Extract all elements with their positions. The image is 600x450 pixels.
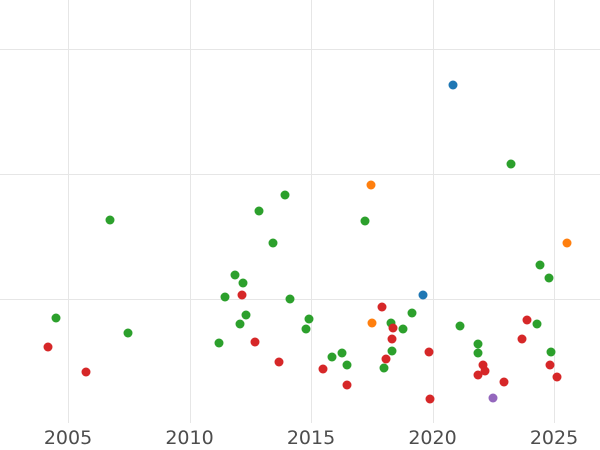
data-point-green <box>268 238 278 248</box>
data-point-green <box>51 313 61 323</box>
x-tick-label: 2025 <box>529 427 579 449</box>
data-point-green <box>546 347 556 357</box>
x-tick-label: 2010 <box>165 427 214 449</box>
data-point-red <box>517 334 527 344</box>
v-gridline <box>68 0 69 423</box>
data-point-green <box>407 308 417 318</box>
data-point-green <box>235 319 245 329</box>
data-point-green <box>337 348 347 358</box>
data-point-green <box>285 294 295 304</box>
data-point-red <box>424 347 434 357</box>
data-point-green <box>473 339 483 349</box>
data-point-red <box>425 394 435 404</box>
data-point-green <box>254 206 264 216</box>
h-gridline <box>0 174 600 175</box>
data-point-green <box>230 270 240 280</box>
data-point-red <box>381 354 391 364</box>
data-point-purple <box>488 393 498 403</box>
x-tick-label: 2020 <box>408 427 457 449</box>
v-gridline <box>189 0 191 423</box>
data-point-green <box>386 318 396 328</box>
data-point-green <box>387 346 397 356</box>
data-point-red <box>473 370 483 380</box>
data-point-green <box>544 273 554 283</box>
data-point-blue <box>448 80 458 90</box>
data-point-green <box>301 324 311 334</box>
data-point-red <box>250 337 260 347</box>
data-point-red <box>274 357 284 367</box>
data-point-green <box>473 348 483 358</box>
data-point-red <box>522 315 532 325</box>
data-point-red <box>499 377 509 387</box>
data-point-green <box>280 190 290 200</box>
data-point-green <box>123 328 133 338</box>
data-point-green <box>360 216 370 226</box>
h-gridline <box>0 49 600 50</box>
data-point-green <box>379 363 389 373</box>
data-point-orange <box>562 238 572 248</box>
data-point-red <box>377 302 387 312</box>
h-gridline <box>0 299 600 300</box>
data-point-green <box>214 338 224 348</box>
data-point-green <box>238 278 248 288</box>
data-point-green <box>532 319 542 329</box>
data-point-green <box>398 324 408 334</box>
v-gridline <box>311 0 312 423</box>
v-gridline <box>432 0 434 423</box>
x-tick-label: 2005 <box>43 427 93 449</box>
data-point-green <box>105 215 115 225</box>
plot-area <box>0 0 600 423</box>
data-point-red <box>552 372 562 382</box>
data-point-red <box>388 323 398 333</box>
data-point-green <box>220 292 230 302</box>
data-point-green <box>455 321 465 331</box>
data-point-green <box>342 360 352 370</box>
data-point-red <box>545 360 555 370</box>
data-point-red <box>478 360 488 370</box>
data-point-green <box>304 314 314 324</box>
data-point-red <box>387 334 397 344</box>
data-point-red <box>342 380 352 390</box>
data-point-green <box>241 310 251 320</box>
data-point-red <box>43 342 53 352</box>
data-point-red <box>237 290 247 300</box>
x-tick-label: 2015 <box>286 427 336 449</box>
data-point-orange <box>367 318 377 328</box>
data-point-green <box>535 260 545 270</box>
data-point-orange <box>366 180 376 190</box>
data-point-red <box>480 366 490 376</box>
v-gridline <box>554 0 555 423</box>
data-point-red <box>318 364 328 374</box>
data-point-red <box>81 367 91 377</box>
data-point-green <box>327 352 337 362</box>
data-point-blue <box>418 290 428 300</box>
data-point-green <box>506 159 516 169</box>
